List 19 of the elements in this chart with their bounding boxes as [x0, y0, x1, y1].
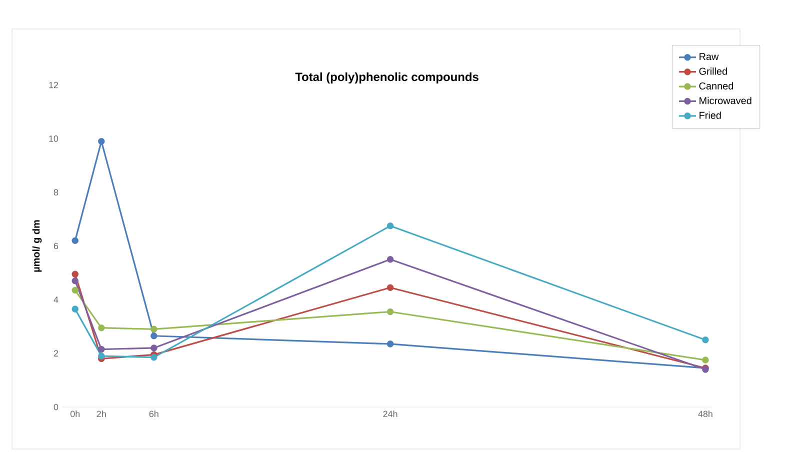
y-tick-label: 6	[54, 242, 58, 250]
legend-label: Raw	[700, 53, 719, 60]
x-tick-label: 6h	[149, 410, 158, 418]
y-tick-label: 10	[49, 135, 58, 142]
y-tick-label: 12	[49, 82, 58, 88]
y-tick-label: 0	[54, 404, 58, 410]
legend-label: Microwaved	[700, 96, 752, 104]
x-tick-label: 24h	[383, 410, 398, 418]
y-tick-label: 8	[54, 189, 58, 196]
y-tick-label: 4	[54, 296, 58, 303]
chart-title: Total (poly)phenolic compounds	[295, 72, 478, 84]
legend-label: Fried	[700, 112, 721, 119]
y-tick-label: 2	[54, 350, 58, 356]
y-axis-title: µmol/ g dm	[32, 220, 42, 272]
x-tick-label: 0h	[70, 410, 80, 418]
x-tick-label: 48h	[698, 410, 712, 418]
legend-label: Canned	[699, 82, 734, 90]
x-tick-label: 2h	[96, 410, 106, 418]
legend-label: Grilled	[699, 67, 727, 75]
